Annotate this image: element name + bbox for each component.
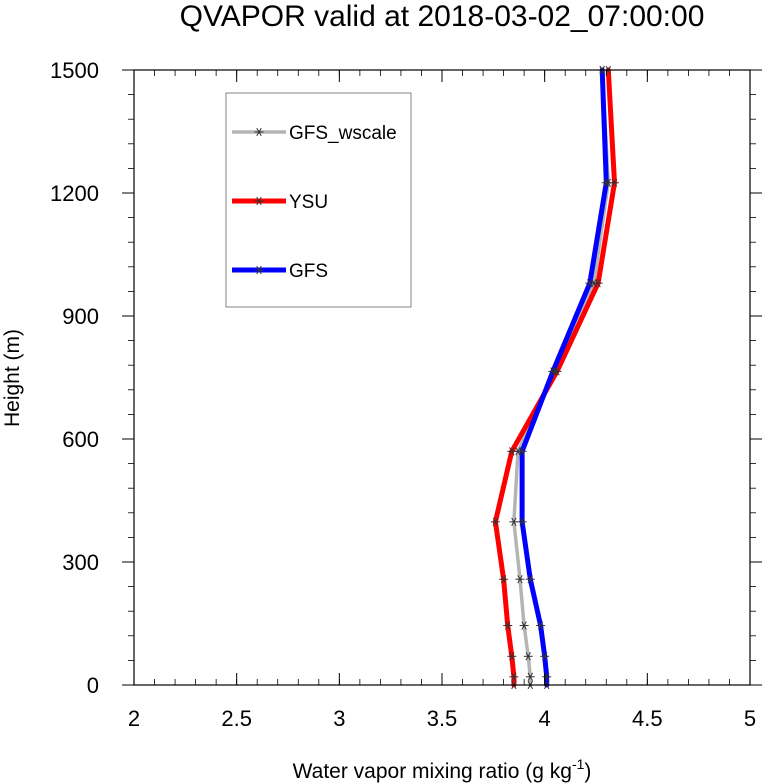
legend-label: YSU [289,192,328,213]
data-point [254,127,264,137]
series-layer [490,65,619,690]
x-tick-label: 2.5 [221,706,252,731]
series-line-gfs [519,67,609,688]
data-point [490,517,500,526]
data-point [525,672,535,681]
data-point [601,178,611,187]
y-tick-label: 1200 [50,181,99,206]
x-tick-label: 5 [744,706,756,731]
x-axis-label-main: Water vapor mixing ratio (g kg [293,760,572,783]
data-point [509,517,519,526]
data-point [523,652,533,661]
data-point [507,652,517,661]
legend-label: GFS_wscale [289,123,397,144]
data-point [585,279,595,288]
y-tick-label: 900 [62,304,99,329]
data-point [509,672,519,681]
data-point [254,265,264,275]
y-axis-label: Height (m) [1,329,24,427]
y-tick-label: 600 [62,427,99,452]
y-tick-label: 300 [62,550,99,575]
data-point [536,621,546,630]
axis-ticks: 2 2.5 3 3.5 4 4.5 5 0 300 600 900 1200 1500 [50,58,762,731]
data-point [593,279,603,288]
data-point [515,575,525,584]
x-tick-label: 3 [333,706,345,731]
series-line-ysu [492,67,617,688]
x-tick-label: 3.5 [427,706,458,731]
legend-label: GFS [289,261,328,282]
data-point [609,178,619,187]
x-tick-label: 2 [128,706,140,731]
data-point [525,575,535,584]
x-axis-label: Water vapor mixing ratio (g kg-1) [293,756,592,783]
legend: GFS_wscale YSU GFS [225,92,412,308]
x-tick-label: 4 [539,706,551,731]
data-point [503,621,513,630]
data-point [507,447,517,456]
data-point [517,447,527,456]
y-tick-label: 1500 [50,58,99,83]
x-axis-label-superscript: -1 [572,756,585,772]
x-axis-label-close: ) [584,760,591,783]
y-tick-label: 0 [87,673,99,698]
data-point [499,575,509,584]
x-tick-label: 4.5 [632,706,663,731]
data-point [548,367,558,376]
data-point [542,672,552,681]
chart-title: QVAPOR valid at 2018-03-02_07:00:00 [180,0,705,33]
data-point [517,517,527,526]
data-point [519,621,529,630]
data-point [254,196,264,206]
series-line-gfs-wscale [512,68,611,687]
data-point [540,652,550,661]
